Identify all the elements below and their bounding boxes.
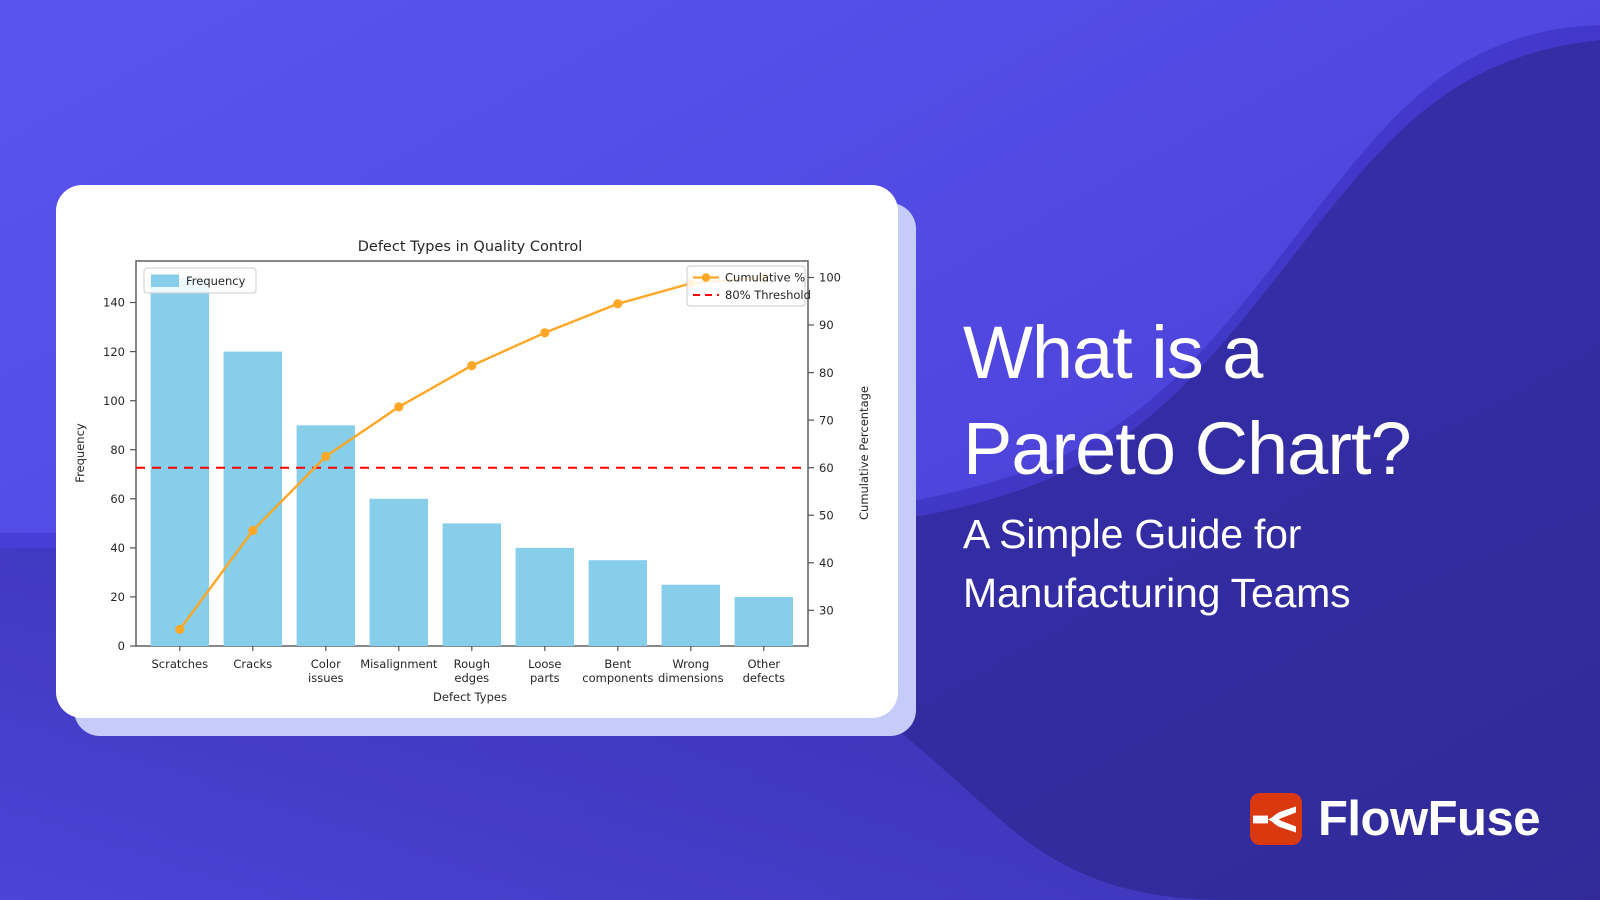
x-tick-label: edges: [454, 671, 489, 685]
bar: [588, 560, 647, 646]
x-tick-label: Wrong: [672, 657, 709, 671]
subheadline: A Simple Guide for Manufacturing Teams: [963, 505, 1583, 623]
y-tick-label: 60: [110, 492, 125, 506]
flowfuse-glyph-icon: [1253, 806, 1296, 833]
legend-cumulative: Cumulative % 80% Threshold: [686, 265, 811, 307]
bar: [369, 498, 428, 646]
x-axis-ticks: [179, 646, 765, 651]
bar: [442, 523, 501, 646]
headline: What is a Pareto Chart?: [963, 305, 1563, 497]
y-tick-label: 0: [118, 639, 125, 653]
x-tick-label: Other: [747, 657, 780, 671]
x-tick-label: defects: [743, 671, 785, 685]
bar-series: [150, 278, 793, 646]
data-point: [321, 451, 331, 461]
legend-frequency: Frequency: [143, 267, 257, 294]
y2-tick-label: 70: [819, 413, 834, 427]
y-tick-label: 100: [103, 394, 125, 408]
y-tick-label: 120: [103, 345, 125, 359]
data-point: [613, 299, 623, 309]
y2-tick-label: 60: [819, 461, 834, 475]
y2-tick-label: 80: [819, 366, 834, 380]
x-tick-label: parts: [530, 671, 560, 685]
y-axis-label-left: Frequency: [73, 423, 87, 483]
y-tick-label: 40: [110, 541, 125, 555]
data-point: [540, 328, 550, 338]
y2-tick-label: 90: [819, 318, 834, 332]
bar: [296, 425, 355, 646]
y-axis-label-right: Cumulative Percentage: [857, 386, 871, 520]
y-tick-label: 140: [103, 296, 125, 310]
data-point: [467, 361, 477, 371]
bar: [734, 597, 793, 646]
data-point: [394, 402, 404, 412]
x-tick-label: components: [582, 671, 653, 685]
y2-tick-label: 40: [819, 556, 834, 570]
flowfuse-logo[interactable]: FlowFuse: [1250, 793, 1540, 845]
x-tick-label: dimensions: [658, 671, 724, 685]
legend-marker-cumulative: [701, 273, 711, 282]
subheadline-line-1: A Simple Guide for: [963, 511, 1302, 557]
y2-tick-label: 30: [819, 604, 834, 618]
x-tick-label: Cracks: [233, 657, 272, 671]
y-axis-right: 30 40 50 60 70 80 90 100 Cumu: [808, 271, 871, 618]
pareto-chart-figure: Defect Types in Quality Control 0 20 40 …: [56, 185, 898, 718]
x-tick-label: Rough: [454, 657, 490, 671]
data-point: [175, 624, 185, 634]
legend-label-frequency: Frequency: [186, 274, 246, 288]
x-tick-label: Loose: [528, 657, 561, 671]
y-tick-label: 20: [110, 590, 125, 604]
bar: [661, 584, 720, 646]
flowfuse-wordmark: FlowFuse: [1318, 792, 1540, 846]
x-tick-label: issues: [308, 671, 344, 685]
x-axis-labels: Scratches Cracks Color issues Misalignme…: [152, 657, 785, 685]
data-point: [248, 525, 258, 536]
headline-line-2: Pareto Chart?: [963, 407, 1412, 490]
x-tick-label: Bent: [604, 657, 631, 671]
x-tick-label: Color: [311, 657, 341, 671]
pareto-chart-svg: Defect Types in Quality Control 0 20 40 …: [73, 239, 871, 704]
legend-box: [686, 265, 806, 307]
y-tick-label: 80: [110, 443, 125, 457]
chart-card: Defect Types in Quality Control 0 20 40 …: [56, 185, 898, 718]
legend-label-cumulative: Cumulative %: [725, 271, 805, 285]
bar: [223, 351, 282, 646]
y2-tick-label: 100: [819, 271, 841, 285]
legend-label-threshold: 80% Threshold: [725, 288, 811, 302]
y-axis-left: 0 20 40 60 80 100 120 140 Fre: [73, 296, 136, 653]
bar: [515, 547, 574, 646]
chart-title: Defect Types in Quality Control: [358, 239, 583, 255]
legend-swatch-frequency: [151, 274, 179, 287]
headline-line-1: What is a: [963, 311, 1263, 394]
subheadline-line-2: Manufacturing Teams: [963, 570, 1351, 616]
bar: [150, 278, 209, 646]
x-tick-label: Misalignment: [360, 657, 438, 671]
x-tick-label: Scratches: [152, 657, 209, 671]
y2-tick-label: 50: [819, 508, 834, 522]
flowfuse-mark-icon: [1250, 793, 1302, 845]
x-axis-label: Defect Types: [433, 690, 507, 704]
